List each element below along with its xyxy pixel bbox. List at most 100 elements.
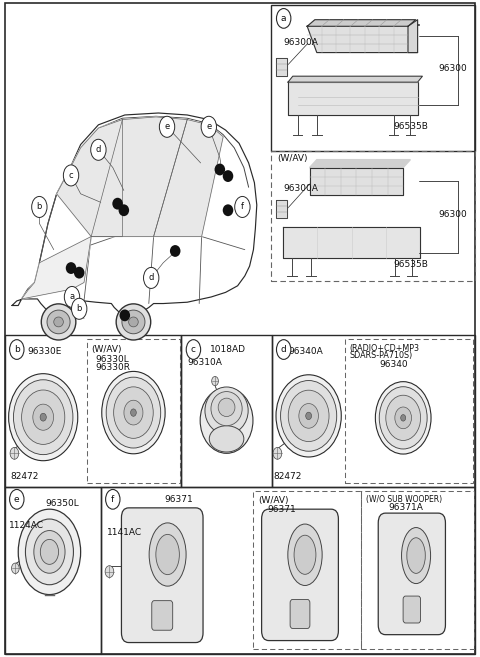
Text: 96371A: 96371A: [389, 503, 424, 512]
Bar: [361, 491, 474, 649]
Text: 96350L: 96350L: [46, 499, 79, 509]
FancyBboxPatch shape: [290, 599, 310, 628]
Ellipse shape: [122, 310, 145, 334]
Polygon shape: [408, 20, 418, 53]
Text: (W/AV): (W/AV): [258, 496, 289, 505]
FancyBboxPatch shape: [378, 513, 445, 635]
Circle shape: [186, 340, 201, 359]
Text: (W/AV): (W/AV): [277, 154, 308, 164]
Circle shape: [10, 340, 24, 359]
Text: e: e: [206, 122, 211, 131]
Ellipse shape: [129, 317, 138, 327]
Ellipse shape: [288, 524, 322, 585]
Text: 96535B: 96535B: [394, 122, 429, 131]
Polygon shape: [283, 227, 420, 258]
Polygon shape: [307, 20, 416, 26]
Ellipse shape: [209, 426, 244, 452]
Ellipse shape: [102, 371, 165, 454]
Text: d: d: [96, 145, 101, 154]
Bar: [101, 487, 475, 654]
Polygon shape: [310, 160, 410, 168]
Text: f: f: [241, 202, 244, 212]
Text: (RADIO+CD+MP3: (RADIO+CD+MP3: [349, 344, 420, 353]
Bar: [5, 487, 101, 654]
Ellipse shape: [120, 309, 130, 321]
Text: 96330E: 96330E: [28, 347, 62, 356]
Bar: [87, 339, 180, 483]
Ellipse shape: [9, 374, 78, 461]
Ellipse shape: [407, 537, 425, 574]
Circle shape: [106, 489, 120, 509]
Ellipse shape: [114, 387, 153, 438]
Ellipse shape: [18, 509, 81, 595]
Circle shape: [276, 340, 291, 359]
FancyBboxPatch shape: [262, 509, 338, 641]
Text: e: e: [14, 495, 20, 504]
Text: 96340: 96340: [379, 360, 408, 369]
Ellipse shape: [40, 539, 59, 564]
Ellipse shape: [47, 310, 70, 334]
Ellipse shape: [215, 164, 225, 175]
Ellipse shape: [22, 390, 65, 444]
Circle shape: [144, 267, 159, 288]
Polygon shape: [154, 120, 223, 237]
Circle shape: [63, 165, 79, 186]
Text: 96535B: 96535B: [394, 260, 429, 269]
Text: 82472: 82472: [11, 472, 39, 481]
Polygon shape: [288, 76, 422, 82]
Text: 96330L: 96330L: [95, 355, 129, 364]
Ellipse shape: [156, 534, 180, 575]
Text: 1124AC: 1124AC: [9, 521, 44, 530]
Text: c: c: [191, 345, 196, 354]
Ellipse shape: [10, 447, 19, 459]
Circle shape: [72, 298, 87, 319]
Ellipse shape: [170, 245, 180, 257]
Circle shape: [276, 9, 291, 28]
Ellipse shape: [40, 413, 46, 421]
Ellipse shape: [273, 447, 282, 459]
Ellipse shape: [25, 519, 73, 585]
Text: 1018AD: 1018AD: [210, 345, 246, 354]
Ellipse shape: [223, 170, 233, 182]
Text: d: d: [148, 273, 154, 283]
Ellipse shape: [131, 409, 136, 417]
Ellipse shape: [218, 398, 235, 417]
Ellipse shape: [288, 390, 329, 442]
Ellipse shape: [395, 407, 411, 429]
Ellipse shape: [13, 380, 73, 455]
Ellipse shape: [386, 396, 420, 440]
Polygon shape: [310, 168, 403, 195]
Bar: [181, 335, 272, 487]
Polygon shape: [276, 58, 287, 76]
Polygon shape: [91, 117, 187, 237]
Ellipse shape: [119, 204, 129, 216]
Text: SDARS-PA710S): SDARS-PA710S): [349, 351, 413, 361]
Ellipse shape: [212, 376, 218, 386]
FancyBboxPatch shape: [152, 600, 173, 630]
Text: 96300: 96300: [439, 210, 468, 219]
Text: b: b: [14, 345, 20, 354]
Circle shape: [10, 489, 24, 509]
Polygon shape: [276, 200, 287, 218]
Bar: [5, 335, 181, 487]
Circle shape: [159, 116, 175, 137]
Text: 96371: 96371: [164, 495, 193, 504]
Ellipse shape: [12, 563, 19, 574]
Text: 96340A: 96340A: [288, 347, 323, 356]
Bar: [253, 491, 361, 649]
Text: a: a: [70, 292, 74, 302]
Circle shape: [235, 196, 250, 217]
Circle shape: [64, 286, 80, 307]
Bar: [271, 5, 475, 151]
Circle shape: [201, 116, 216, 137]
Text: (W/AV): (W/AV): [91, 345, 122, 354]
Ellipse shape: [116, 304, 151, 340]
Text: (W/O SUB WOOPER): (W/O SUB WOOPER): [366, 495, 442, 504]
Bar: [272, 335, 475, 487]
Text: 96310A: 96310A: [187, 358, 222, 367]
Ellipse shape: [149, 523, 186, 586]
Circle shape: [32, 196, 47, 217]
Ellipse shape: [401, 415, 406, 421]
Text: 82472: 82472: [274, 472, 302, 481]
Bar: [271, 151, 475, 281]
